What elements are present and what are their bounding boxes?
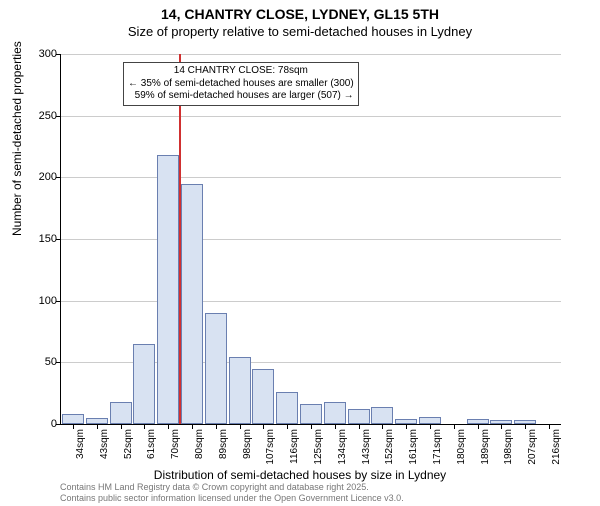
histogram-bar [229,357,251,424]
histogram-bar [133,344,155,424]
x-tick-mark [97,424,98,429]
histogram-bar [348,409,370,424]
x-tick-mark [311,424,312,429]
y-tick-label: 300 [17,48,57,60]
x-tick-mark [549,424,550,429]
x-tick-mark [454,424,455,429]
chart-title: 14, CHANTRY CLOSE, LYDNEY, GL15 5TH [0,6,600,22]
histogram-bar [86,418,108,424]
y-axis-label: Number of semi-detached properties [10,41,24,236]
y-tick-label: 100 [17,295,57,307]
x-tick-mark [121,424,122,429]
histogram-bar [181,184,203,425]
x-tick-mark [168,424,169,429]
x-tick-mark [73,424,74,429]
histogram-bar [157,155,179,424]
annotation-line-2: ← 35% of semi-detached houses are smalle… [128,78,354,91]
chart-plot-area: 05010015020025030034sqm43sqm52sqm61sqm70… [60,54,560,424]
y-tick-label: 150 [17,233,57,245]
annotation-box: 14 CHANTRY CLOSE: 78sqm← 35% of semi-det… [123,62,359,106]
histogram-bar [371,407,393,424]
histogram-bar [62,414,84,424]
annotation-line-1: 14 CHANTRY CLOSE: 78sqm [128,65,354,78]
y-tick-label: 0 [17,418,57,430]
gridline [61,116,561,117]
histogram-bar [110,402,132,424]
histogram-bar [490,420,512,424]
gridline [61,301,561,302]
annotation-line-3: 59% of semi-detached houses are larger (… [128,90,354,103]
x-tick-mark [192,424,193,429]
footer-attribution: Contains HM Land Registry data © Crown c… [60,482,404,504]
chart-subtitle: Size of property relative to semi-detach… [0,24,600,39]
x-tick-mark [216,424,217,429]
gridline [61,239,561,240]
property-marker-line [179,54,181,424]
footer-line-1: Contains HM Land Registry data © Crown c… [60,482,404,493]
gridline [61,177,561,178]
plot-frame: 05010015020025030034sqm43sqm52sqm61sqm70… [60,54,561,425]
gridline [61,54,561,55]
histogram-bar [514,420,536,424]
histogram-bar [276,392,298,424]
histogram-bar [205,313,227,424]
x-tick-mark [335,424,336,429]
y-tick-label: 250 [17,110,57,122]
x-tick-mark [430,424,431,429]
x-tick-mark [359,424,360,429]
histogram-bar [324,402,346,424]
x-tick-mark [478,424,479,429]
x-tick-mark [240,424,241,429]
histogram-bar [300,404,322,424]
histogram-bar [252,369,274,425]
y-tick-label: 50 [17,356,57,368]
y-tick-label: 200 [17,171,57,183]
x-axis-label: Distribution of semi-detached houses by … [0,468,600,482]
histogram-bar [395,419,417,424]
histogram-bar [467,419,489,424]
histogram-bar [419,417,441,424]
footer-line-2: Contains public sector information licen… [60,493,404,504]
